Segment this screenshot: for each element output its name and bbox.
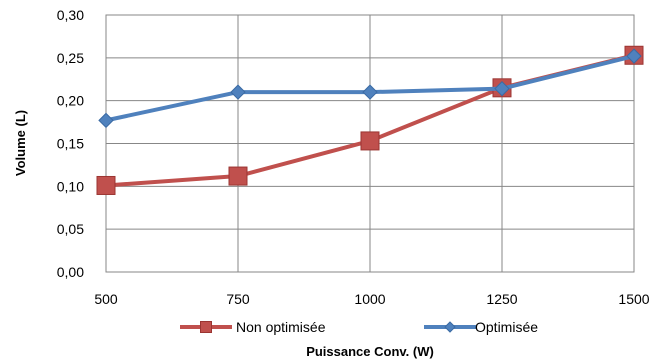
x-tick-label: 1250 <box>486 291 517 307</box>
y-tick-label: 0,00 <box>57 264 84 280</box>
x-tick-label: 750 <box>226 291 250 307</box>
y-tick-label: 0,05 <box>57 221 84 237</box>
data-point <box>230 84 246 100</box>
x-tick-labels: 500 750 1000 1250 1500 <box>94 291 649 307</box>
legend-item: Optimisée <box>424 319 538 335</box>
y-tick-label: 0,15 <box>57 136 84 152</box>
data-point <box>98 112 114 129</box>
legend-label: Optimisée <box>475 319 538 335</box>
legend-marker <box>444 321 456 333</box>
legend-marker <box>200 321 212 333</box>
series-group <box>96 45 644 195</box>
legend-label: Non optimisée <box>236 319 326 335</box>
legend-item: Non optimisée <box>180 319 326 335</box>
data-point <box>494 80 510 97</box>
data-point <box>362 84 378 100</box>
data-point <box>360 131 380 151</box>
y-tick-label: 0,25 <box>57 50 84 66</box>
x-tick-label: 500 <box>94 291 118 307</box>
legend: Non optimisée Optimisée <box>180 319 538 335</box>
x-tick-label: 1000 <box>354 291 385 307</box>
plot-frame <box>105 14 635 273</box>
x-axis-title: Puissance Conv. (W) <box>306 344 434 359</box>
x-tick-label: 1500 <box>618 291 649 307</box>
y-tick-labels: 0,00 0,05 0,10 0,15 0,20 0,25 0,30 <box>57 7 84 280</box>
plot-area <box>105 14 635 273</box>
series-optimisee <box>98 48 642 129</box>
y-tick-label: 0,10 <box>57 178 84 194</box>
y-tick-label: 0,20 <box>57 93 84 109</box>
data-point <box>228 166 248 186</box>
data-point <box>626 48 642 64</box>
y-tick-label: 0,30 <box>57 7 84 23</box>
y-axis-title: Volume (L) <box>13 110 28 176</box>
data-point <box>96 175 116 195</box>
